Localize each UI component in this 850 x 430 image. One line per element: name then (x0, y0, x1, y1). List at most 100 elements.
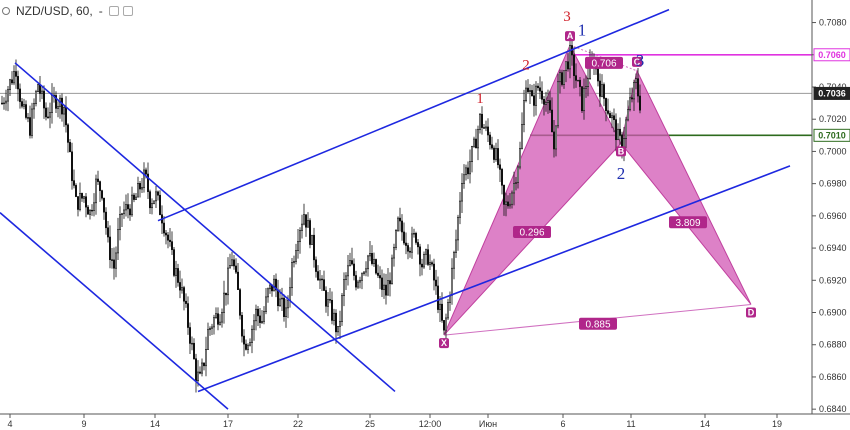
candle-body (219, 321, 222, 325)
pattern-point-badge[interactable] (439, 338, 449, 349)
pattern-point-badge[interactable] (746, 307, 756, 318)
candle-body (542, 99, 545, 105)
candle-body (552, 131, 555, 150)
symbol-title: NZD/USD, 60, (16, 4, 93, 18)
candle-body (500, 169, 503, 186)
candle-body (618, 128, 621, 136)
candle-body (81, 193, 84, 199)
candle-body (358, 279, 361, 283)
candle-body (278, 298, 281, 307)
channel-line-2[interactable] (0, 212, 229, 410)
candle-body (424, 249, 427, 255)
horizontal-levels (0, 53, 812, 137)
candle-body (332, 312, 335, 321)
candle-body (540, 90, 543, 100)
candle-body (446, 302, 449, 319)
x-tick-label: 6 (560, 419, 565, 429)
price-axis[interactable]: 0.70800.70600.70400.70200.70000.69800.69… (811, 0, 850, 430)
candle-body (34, 91, 37, 104)
candle-body (316, 271, 319, 281)
candle-body (394, 230, 397, 248)
candle-body (382, 284, 385, 290)
candle-body (153, 200, 156, 204)
wave-count-label: 2 (617, 164, 626, 183)
trend-channels[interactable] (0, 8, 791, 410)
candle-body (79, 193, 82, 210)
candle-body (2, 102, 5, 105)
candle-body (282, 297, 285, 317)
candle-body (528, 90, 531, 92)
candle-body (167, 234, 170, 241)
pattern-point-label: X (441, 338, 447, 348)
candle-body (562, 70, 565, 85)
candle-body (374, 259, 377, 274)
candle-body (532, 95, 535, 106)
candle-body (410, 233, 413, 253)
candle-body (330, 299, 333, 321)
candle-body (54, 95, 57, 109)
candle-body (181, 287, 184, 291)
candle-body (442, 320, 445, 331)
wave-count-label: 3 (563, 9, 571, 25)
candle-body (530, 90, 533, 97)
candle-body (215, 313, 218, 318)
candle-body (472, 138, 475, 147)
time-axis[interactable]: 4 9 14 17 22 25 12:00 Июн 6 11 14 19 (0, 413, 850, 429)
pattern-triangle-xab[interactable] (443, 43, 622, 336)
candle-body (16, 76, 19, 90)
candle-body (38, 84, 41, 94)
eye-icon[interactable] (108, 6, 119, 16)
candle-body (534, 85, 537, 106)
candle-body (247, 344, 250, 350)
candle-body (468, 161, 471, 175)
candle-body (546, 100, 549, 103)
candle-body (388, 280, 391, 285)
candle-body (121, 213, 124, 215)
candle-body (356, 281, 359, 288)
candle-body (195, 358, 198, 381)
candle-body (179, 282, 182, 291)
x-tick-label: 22 (293, 419, 303, 429)
candle-body (510, 192, 513, 205)
candle-body (209, 327, 212, 330)
candle-body (566, 61, 569, 70)
ratio-badge (669, 216, 707, 229)
candle-body (436, 285, 439, 310)
candle-body (572, 54, 575, 76)
candle-body (476, 129, 479, 149)
y-tick-label: 0.7000 (819, 146, 847, 156)
y-tick-label: 0.6960 (819, 211, 847, 221)
candle-body (169, 239, 172, 242)
candle-body (18, 88, 21, 102)
ratio-label: 3.809 (675, 218, 700, 229)
candle-body (498, 164, 501, 170)
ratio-badge (513, 225, 551, 238)
pattern-point-badge[interactable] (632, 56, 642, 67)
candle-body (612, 115, 615, 120)
candle-body (145, 169, 148, 175)
candle-body (450, 267, 453, 296)
candle-body (478, 113, 481, 130)
candle-body (480, 113, 483, 128)
channel-line-3[interactable] (157, 8, 670, 222)
candle-body (578, 79, 581, 87)
candle-body (418, 246, 421, 265)
candle-body (173, 249, 176, 276)
price-tag-current (813, 86, 850, 100)
candle-body (490, 144, 493, 149)
candle-body (380, 277, 383, 290)
harmonic-pattern[interactable] (443, 43, 752, 336)
channel-line-4[interactable] (197, 165, 791, 393)
pattern-point-badge[interactable] (616, 146, 626, 157)
candle-body (346, 265, 349, 277)
candle-body (256, 308, 259, 317)
candle-body (600, 84, 603, 97)
candle-body (107, 227, 110, 238)
candle-body (324, 290, 327, 307)
pattern-point-badge[interactable] (565, 31, 575, 42)
settings-icon[interactable] (122, 6, 133, 16)
candle-body (292, 261, 295, 263)
channel-line-1[interactable] (14, 62, 396, 393)
candle-body (538, 87, 541, 92)
